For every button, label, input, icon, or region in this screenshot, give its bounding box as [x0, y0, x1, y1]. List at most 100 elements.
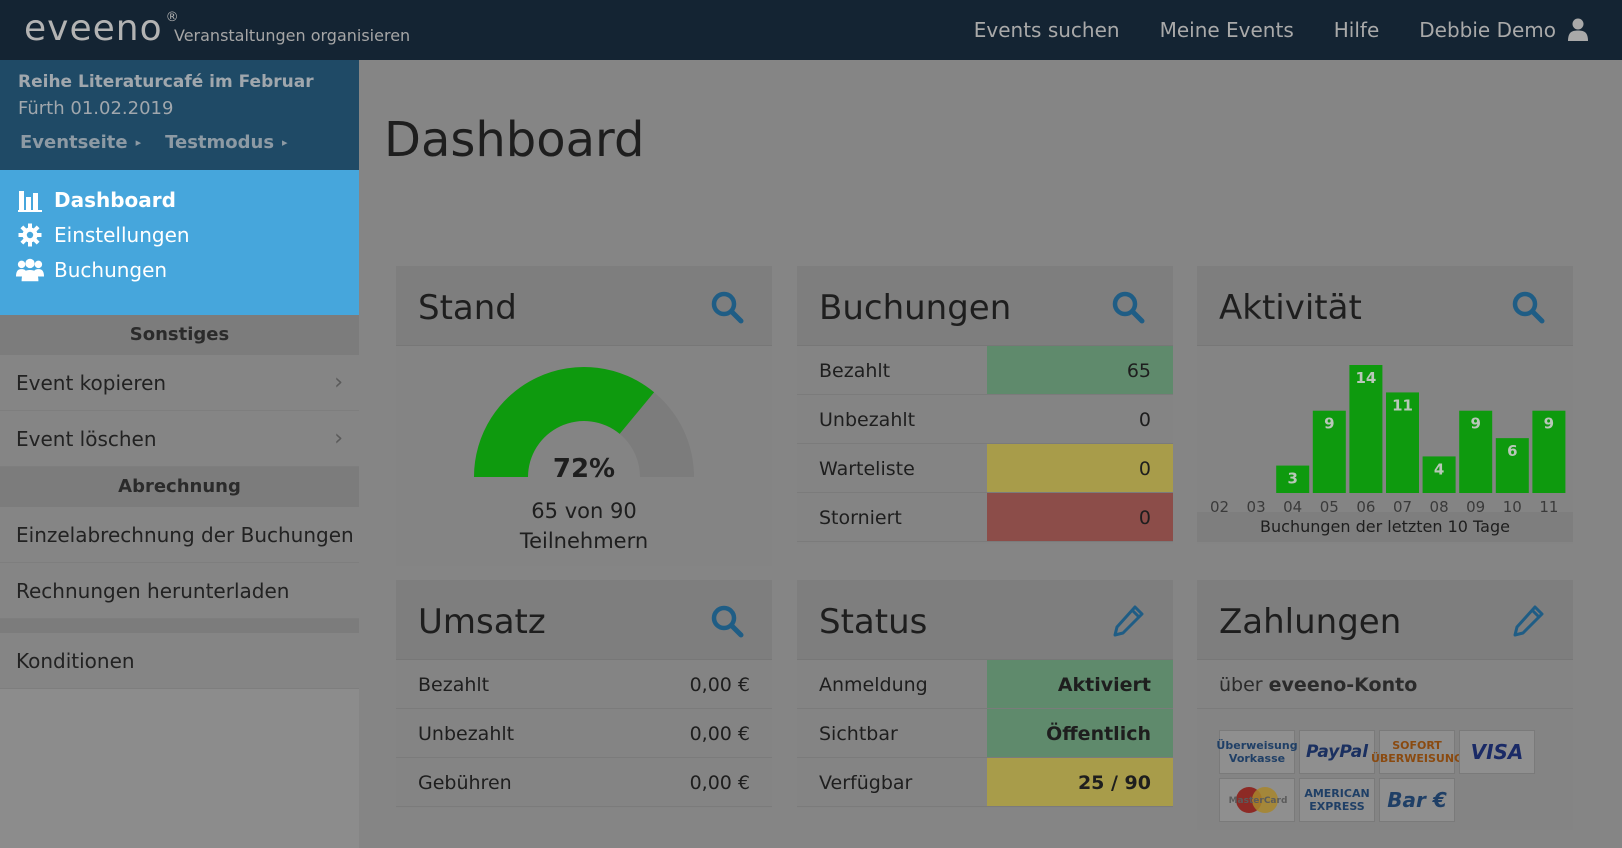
table-row: Warteliste 0 — [797, 444, 1173, 493]
section-sonstiges: Sonstiges — [0, 315, 359, 355]
sidebar-item-einstellungen[interactable]: Einstellungen — [16, 221, 190, 249]
main-nav: Dashboard Einstellungen Buchungen — [0, 170, 359, 315]
testmodus-label: Testmodus — [165, 132, 275, 153]
sofort-logo: SOFORT ÜBERWEISUNG — [1371, 730, 1463, 774]
user-name: Debbie Demo — [1419, 18, 1556, 42]
bar-value-label: 4 — [1434, 460, 1444, 478]
card-header: Buchungen — [797, 266, 1173, 346]
sidebar-item-label: Event kopieren — [16, 371, 167, 395]
triangle-right-icon: ▸ — [135, 136, 142, 149]
x-tick-label: 04 — [1283, 498, 1302, 516]
eveeno-logo[interactable]: eveeno ® — [24, 8, 180, 49]
nav-meine-events[interactable]: Meine Events — [1159, 18, 1294, 42]
row-value: 0 — [1138, 409, 1151, 431]
eventseite-link[interactable]: Eventseite ▸ — [20, 132, 141, 153]
gauge-unit: Teilnehmern — [519, 529, 649, 553]
stand-card: Stand 72% 65 von 90 Teilnehmern — [396, 266, 772, 566]
sidebar-item-dashboard[interactable]: Dashboard — [16, 186, 176, 214]
x-tick-label: 10 — [1503, 498, 1522, 516]
sidebar-item-label: Buchungen — [54, 258, 168, 282]
card-header: Umsatz — [396, 580, 772, 660]
chart-bar-09 — [1459, 410, 1493, 493]
gauge-graphic — [474, 367, 694, 477]
table-row: Sichtbar Öffentlich — [797, 709, 1173, 758]
card-title: Buchungen — [819, 288, 1012, 328]
sidebar-item-label: Konditionen — [16, 649, 135, 673]
x-tick-label: 06 — [1356, 498, 1375, 516]
x-tick-label: 09 — [1466, 498, 1485, 516]
amex-logo: AMERICAN EXPRESS — [1299, 778, 1375, 822]
ueberweisung-logo: Überweisung Vorkasse — [1216, 730, 1298, 774]
gauge: 72% 65 von 90 Teilnehmern — [396, 346, 772, 556]
sidebar-item-label: Event löschen — [16, 427, 157, 451]
event-date: Fürth 01.02.2019 — [18, 98, 174, 119]
sidebar-item-event-loeschen[interactable]: Event löschen › — [0, 411, 359, 467]
bar-value-label: 14 — [1355, 369, 1376, 387]
card-title: Zahlungen — [1219, 602, 1402, 642]
row-value: 0,00 € — [689, 772, 750, 794]
sidebar-item-label: Einstellungen — [54, 223, 190, 247]
chart-bar-08 — [1422, 456, 1456, 493]
pencil-icon[interactable] — [1111, 604, 1145, 638]
table-row: Anmeldung Aktiviert — [797, 660, 1173, 709]
row-label: Anmeldung — [819, 674, 928, 696]
nav-user-menu[interactable]: Debbie Demo — [1419, 18, 1588, 42]
x-tick-label: 02 — [1210, 498, 1229, 516]
nav-events-suchen[interactable]: Events suchen — [973, 18, 1120, 42]
testmodus-link[interactable]: Testmodus ▸ — [165, 132, 287, 153]
sidebar: Reihe Literaturcafé im Februar Fürth 01.… — [0, 60, 359, 848]
sidebar-item-event-kopieren[interactable]: Event kopieren › — [0, 355, 359, 411]
card-title: Stand — [418, 288, 517, 328]
row-label: Sichtbar — [819, 723, 898, 745]
card-header: Aktivität — [1197, 266, 1573, 346]
activity-chart: 02 03 3 04 9 05 14 06 11 07 4 08 9 09 6 10 9 11 — [1210, 365, 1566, 516]
chart-bar-05 — [1312, 410, 1346, 493]
row-label: Unbezahlt — [819, 409, 916, 431]
gauge-count: 65 von 90 — [531, 499, 637, 523]
row-value: 0,00 € — [689, 674, 750, 696]
row-label: Unbezahlt — [418, 723, 515, 745]
user-icon — [1568, 18, 1588, 41]
card-title: Umsatz — [418, 602, 546, 642]
pencil-icon[interactable] — [1511, 604, 1545, 638]
chevron-right-icon: › — [334, 370, 343, 395]
sidebar-item-buchungen[interactable]: Buchungen — [16, 256, 167, 284]
top-nav: Events suchen Meine Events Hilfe Debbie … — [934, 0, 1588, 60]
payment-account-text: über eveeno-Konto — [1219, 674, 1417, 696]
mastercard-circles — [1236, 787, 1278, 813]
row-value: 25 / 90 — [1077, 772, 1151, 794]
sidebar-item-label: Rechnungen herunterladen — [16, 579, 290, 603]
visa-logo: VISA — [1459, 730, 1535, 774]
nav-hilfe[interactable]: Hilfe — [1333, 18, 1380, 42]
tagline: Veranstaltungen organisieren — [174, 26, 411, 45]
search-icon[interactable] — [710, 604, 744, 638]
x-tick-label: 07 — [1393, 498, 1412, 516]
sidebar-item-konditionen[interactable]: Konditionen — [0, 633, 359, 689]
event-header: Reihe Literaturcafé im Februar Fürth 01.… — [0, 60, 359, 170]
bar-value-label: 9 — [1470, 415, 1480, 433]
row-label: Bezahlt — [418, 674, 490, 696]
x-tick-label: 11 — [1539, 498, 1558, 516]
card-header: Stand — [396, 266, 772, 346]
status-cell — [987, 709, 1173, 757]
triangle-right-icon: ▸ — [282, 136, 288, 149]
bar-value-label: 6 — [1507, 442, 1517, 460]
sidebar-item-rechnungen[interactable]: Rechnungen herunterladen — [0, 563, 359, 619]
card-header: Status — [797, 580, 1173, 660]
gauge-caption: 65 von 90 Teilnehmern — [396, 496, 772, 556]
aktivitaet-card: Aktivität 02 03 3 04 9 05 14 06 11 07 4 08 9 09 6 10 9 11… — [1197, 266, 1573, 544]
search-icon[interactable] — [710, 290, 744, 324]
row-label: Bezahlt — [819, 360, 891, 382]
status-cell — [987, 444, 1173, 492]
search-icon[interactable] — [1511, 290, 1545, 324]
bar-value-label: 3 — [1287, 470, 1297, 488]
table-row: Unbezahlt 0 — [797, 395, 1173, 444]
table-row: Gebühren 0,00 € — [396, 758, 772, 807]
event-links: Eventseite ▸ Testmodus ▸ — [20, 132, 312, 153]
status-cell — [987, 395, 1173, 443]
search-icon[interactable] — [1111, 290, 1145, 324]
table-row: Bezahlt 0,00 € — [396, 660, 772, 709]
row-value: Aktiviert — [1057, 674, 1151, 696]
sidebar-item-einzelabrechnung[interactable]: Einzelabrechnung der Buchungen — [0, 507, 359, 563]
row-label: Verfügbar — [819, 772, 913, 794]
